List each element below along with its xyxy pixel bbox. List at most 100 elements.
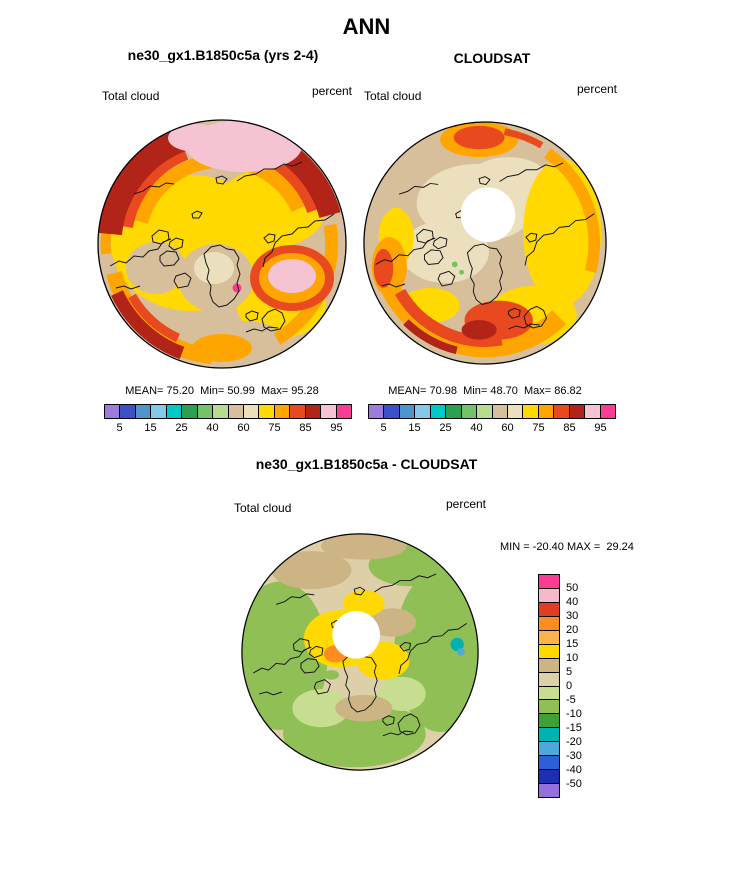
colorbar-tick-label: 15 <box>144 422 157 434</box>
colorbar-segment <box>182 405 198 418</box>
colorbar-segment <box>539 756 559 771</box>
colorbar-segment <box>151 405 167 418</box>
colorbar-tick-label: 75 <box>532 422 545 434</box>
obs-stats-line: MEAN= 70.98 Min= 48.70 Max= 86.82 <box>388 385 582 397</box>
colorbar-segment <box>492 405 508 418</box>
colorbar-segment <box>539 686 559 701</box>
colorbar-segment <box>135 405 152 418</box>
colorbar-tick-label: 95 <box>330 422 343 434</box>
colorbar-segment <box>399 405 416 418</box>
colorbar-segment <box>539 658 559 673</box>
colorbar-tick-label: 5 <box>566 666 573 678</box>
obs-variable-label: Total cloud <box>364 89 422 103</box>
obs-colorbar-ticks: 5 15 25 40 60 75 85 95 <box>368 422 616 436</box>
colorbar-segment <box>321 405 337 418</box>
model-units-label: percent <box>311 84 352 98</box>
colorbar-tick-label: 15 <box>408 422 421 434</box>
colorbar-segment <box>569 405 586 418</box>
colorbar-segment <box>523 405 539 418</box>
colorbar-segment <box>461 405 478 418</box>
colorbar-tick-label: 85 <box>563 422 576 434</box>
colorbar-segment <box>243 405 260 418</box>
colorbar-segment <box>539 728 559 743</box>
colorbar-segment <box>415 405 431 418</box>
colorbar-segment <box>539 672 559 687</box>
colorbar-tick-label: 0 <box>566 680 573 692</box>
colorbar-segment <box>166 405 183 418</box>
colorbar-tick-label: 30 <box>566 610 579 622</box>
colorbar-segment <box>197 405 214 418</box>
colorbar-segment <box>539 700 559 715</box>
model-colorbar <box>104 404 352 419</box>
colorbar-tick-label: 60 <box>501 422 514 434</box>
colorbar-segment <box>384 405 400 418</box>
colorbar-tick-label: 5 <box>116 422 123 434</box>
colorbar-tick-label: -5 <box>566 694 576 706</box>
colorbar-tick-label: -30 <box>566 750 582 762</box>
diff-units-label: percent <box>445 497 486 511</box>
colorbar-tick-label: 60 <box>237 422 250 434</box>
colorbar-segment <box>539 630 559 645</box>
colorbar-segment <box>120 405 136 418</box>
diff-colorbar <box>538 574 560 798</box>
colorbar-segment <box>305 405 322 418</box>
colorbar-segment <box>477 405 493 418</box>
colorbar-segment <box>539 575 559 589</box>
colorbar-tick-label: 25 <box>439 422 452 434</box>
season-title: ANN <box>342 14 391 39</box>
colorbar-tick-label: -40 <box>566 764 582 776</box>
colorbar-segment <box>430 405 447 418</box>
colorbar-tick-label: 95 <box>594 422 607 434</box>
colorbar-segment <box>259 405 275 418</box>
colorbar-segment <box>539 770 559 785</box>
colorbar-segment <box>336 405 351 418</box>
colorbar-tick-label: 10 <box>566 652 579 664</box>
colorbar-segment <box>539 742 559 757</box>
colorbar-segment <box>539 602 559 617</box>
colorbar-segment <box>539 588 559 603</box>
diff-variable-label: Total cloud <box>234 501 292 515</box>
colorbar-segment <box>539 616 559 631</box>
colorbar-tick-label: 75 <box>268 422 281 434</box>
colorbar-segment <box>507 405 524 418</box>
obs-colorbar <box>368 404 616 419</box>
model-map <box>97 119 347 369</box>
obs-panel-title: CLOUDSAT <box>453 50 531 66</box>
colorbar-tick-label: 15 <box>566 638 579 650</box>
diff-panel-title: ne30_gx1.B1850c5a - CLOUDSAT <box>255 456 478 472</box>
obs-map <box>363 121 607 365</box>
diff-minmax-line: MIN = -20.40 MAX = 29.24 <box>500 541 634 553</box>
model-colorbar-ticks: 5 15 25 40 60 75 85 95 <box>104 422 352 436</box>
colorbar-segment <box>538 405 555 418</box>
diff-map <box>241 533 479 771</box>
colorbar-tick-label: 20 <box>566 624 579 636</box>
colorbar-segment <box>539 784 559 797</box>
colorbar-tick-label: 85 <box>299 422 312 434</box>
model-variable-label: Total cloud <box>102 89 160 103</box>
model-panel-title: ne30_gx1.B1850c5a (yrs 2-4) <box>127 47 319 63</box>
colorbar-segment <box>585 405 601 418</box>
colorbar-tick-label: -15 <box>566 722 582 734</box>
colorbar-segment <box>228 405 244 418</box>
colorbar-tick-label: 40 <box>470 422 483 434</box>
diff-colorbar-labels: 50 40 30 20 15 10 5 0 -5 -10 -15 -20 -30 -40 -50 <box>566 574 602 798</box>
colorbar-tick-label: -10 <box>566 708 582 720</box>
colorbar-segment <box>290 405 306 418</box>
obs-units-label: percent <box>576 82 617 96</box>
colorbar-segment <box>600 405 615 418</box>
colorbar-tick-label: 40 <box>206 422 219 434</box>
colorbar-segment <box>105 405 121 418</box>
colorbar-tick-label: 40 <box>566 596 579 608</box>
colorbar-segment <box>446 405 462 418</box>
colorbar-segment <box>369 405 385 418</box>
colorbar-tick-label: 25 <box>175 422 188 434</box>
colorbar-tick-label: -50 <box>566 778 582 790</box>
colorbar-segment <box>554 405 570 418</box>
colorbar-segment <box>213 405 229 418</box>
colorbar-tick-label: 50 <box>566 582 579 594</box>
colorbar-segment <box>274 405 291 418</box>
colorbar-tick-label: -20 <box>566 736 582 748</box>
colorbar-tick-label: 5 <box>380 422 387 434</box>
colorbar-segment <box>539 644 559 659</box>
